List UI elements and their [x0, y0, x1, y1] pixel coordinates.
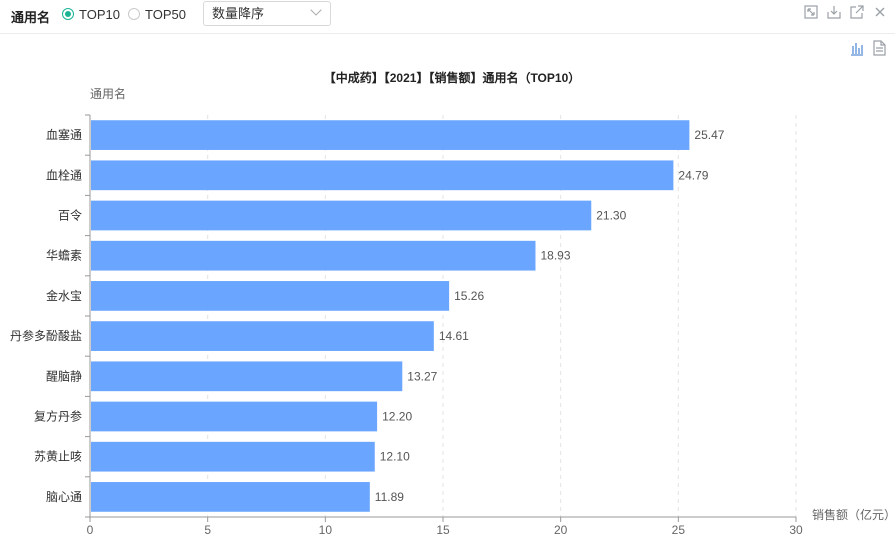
- bar[interactable]: [91, 321, 434, 351]
- radio-unchecked-icon: [128, 8, 140, 20]
- y-tick-label: 醒脑静: [46, 369, 82, 383]
- bar[interactable]: [91, 401, 378, 432]
- y-axis-label: 通用名: [90, 86, 126, 101]
- filter-label: 通用名: [11, 10, 51, 25]
- y-tick-label: 血塞通: [46, 127, 82, 142]
- radio-top50-label: TOP50: [145, 6, 186, 22]
- bar[interactable]: [91, 281, 450, 311]
- bar-chart: 【中成药】【2021】【销售额】通用名（TOP10） 通用名 销售额（亿元） 2…: [10, 70, 895, 537]
- close-icon[interactable]: [873, 5, 887, 19]
- x-tick-label: 25: [672, 523, 686, 537]
- chart-title: 【中成药】【2021】【销售额】通用名（TOP10）: [324, 70, 581, 85]
- x-tick-label: 20: [554, 523, 568, 537]
- table-view-icon[interactable]: [873, 40, 887, 56]
- fullscreen-icon[interactable]: [804, 5, 818, 19]
- x-axis-label: 销售额（亿元）: [812, 507, 895, 522]
- x-tick-label: 10: [319, 523, 333, 537]
- bar[interactable]: [91, 240, 536, 271]
- data-label: 13.27: [407, 369, 437, 383]
- data-label: 24.79: [678, 168, 708, 182]
- radio-top50[interactable]: TOP50: [128, 6, 186, 22]
- bar[interactable]: [91, 361, 403, 392]
- y-tick-label: 苏黄止咳: [34, 450, 82, 464]
- open-external-icon[interactable]: [850, 5, 864, 19]
- y-tick-label: 脑心通: [46, 490, 82, 504]
- bar[interactable]: [91, 482, 370, 512]
- data-label: 11.89: [375, 490, 404, 504]
- x-tick-label: 5: [204, 523, 211, 537]
- sort-select[interactable]: 数量降序: [203, 1, 331, 26]
- radio-top10-label: TOP10: [79, 6, 120, 22]
- y-tick-label: 金水宝: [46, 288, 82, 303]
- data-label: 25.47: [694, 128, 724, 142]
- x-tick-label: 15: [436, 523, 450, 537]
- data-label: 21.30: [596, 209, 626, 223]
- y-tick-label: 百令: [58, 208, 82, 223]
- y-tick-label: 华蟾素: [46, 249, 82, 263]
- chevron-down-icon: [310, 4, 322, 16]
- bar[interactable]: [91, 160, 674, 191]
- data-label: 12.20: [382, 410, 412, 424]
- download-icon[interactable]: [827, 5, 841, 19]
- data-label: 18.93: [540, 249, 570, 263]
- bar[interactable]: [91, 441, 375, 472]
- y-tick-label: 血栓通: [46, 167, 82, 182]
- y-tick-label: 复方丹参: [34, 409, 82, 424]
- sort-select-value: 数量降序: [212, 6, 265, 21]
- radio-top10[interactable]: TOP10: [62, 6, 120, 22]
- radio-checked-icon: [62, 8, 74, 20]
- bar[interactable]: [91, 120, 690, 150]
- data-label: 15.26: [454, 289, 484, 303]
- y-tick-label: 丹参多酚酸盐: [10, 328, 82, 343]
- bar[interactable]: [91, 200, 592, 231]
- filter-toolbar: 通用名 TOP10 TOP50 数量降序: [0, 0, 895, 34]
- data-label: 12.10: [380, 450, 410, 464]
- x-tick-label: 0: [87, 523, 94, 537]
- data-label: 14.61: [439, 329, 469, 343]
- bar-chart-icon[interactable]: [850, 40, 864, 56]
- x-tick-label: 30: [789, 523, 803, 537]
